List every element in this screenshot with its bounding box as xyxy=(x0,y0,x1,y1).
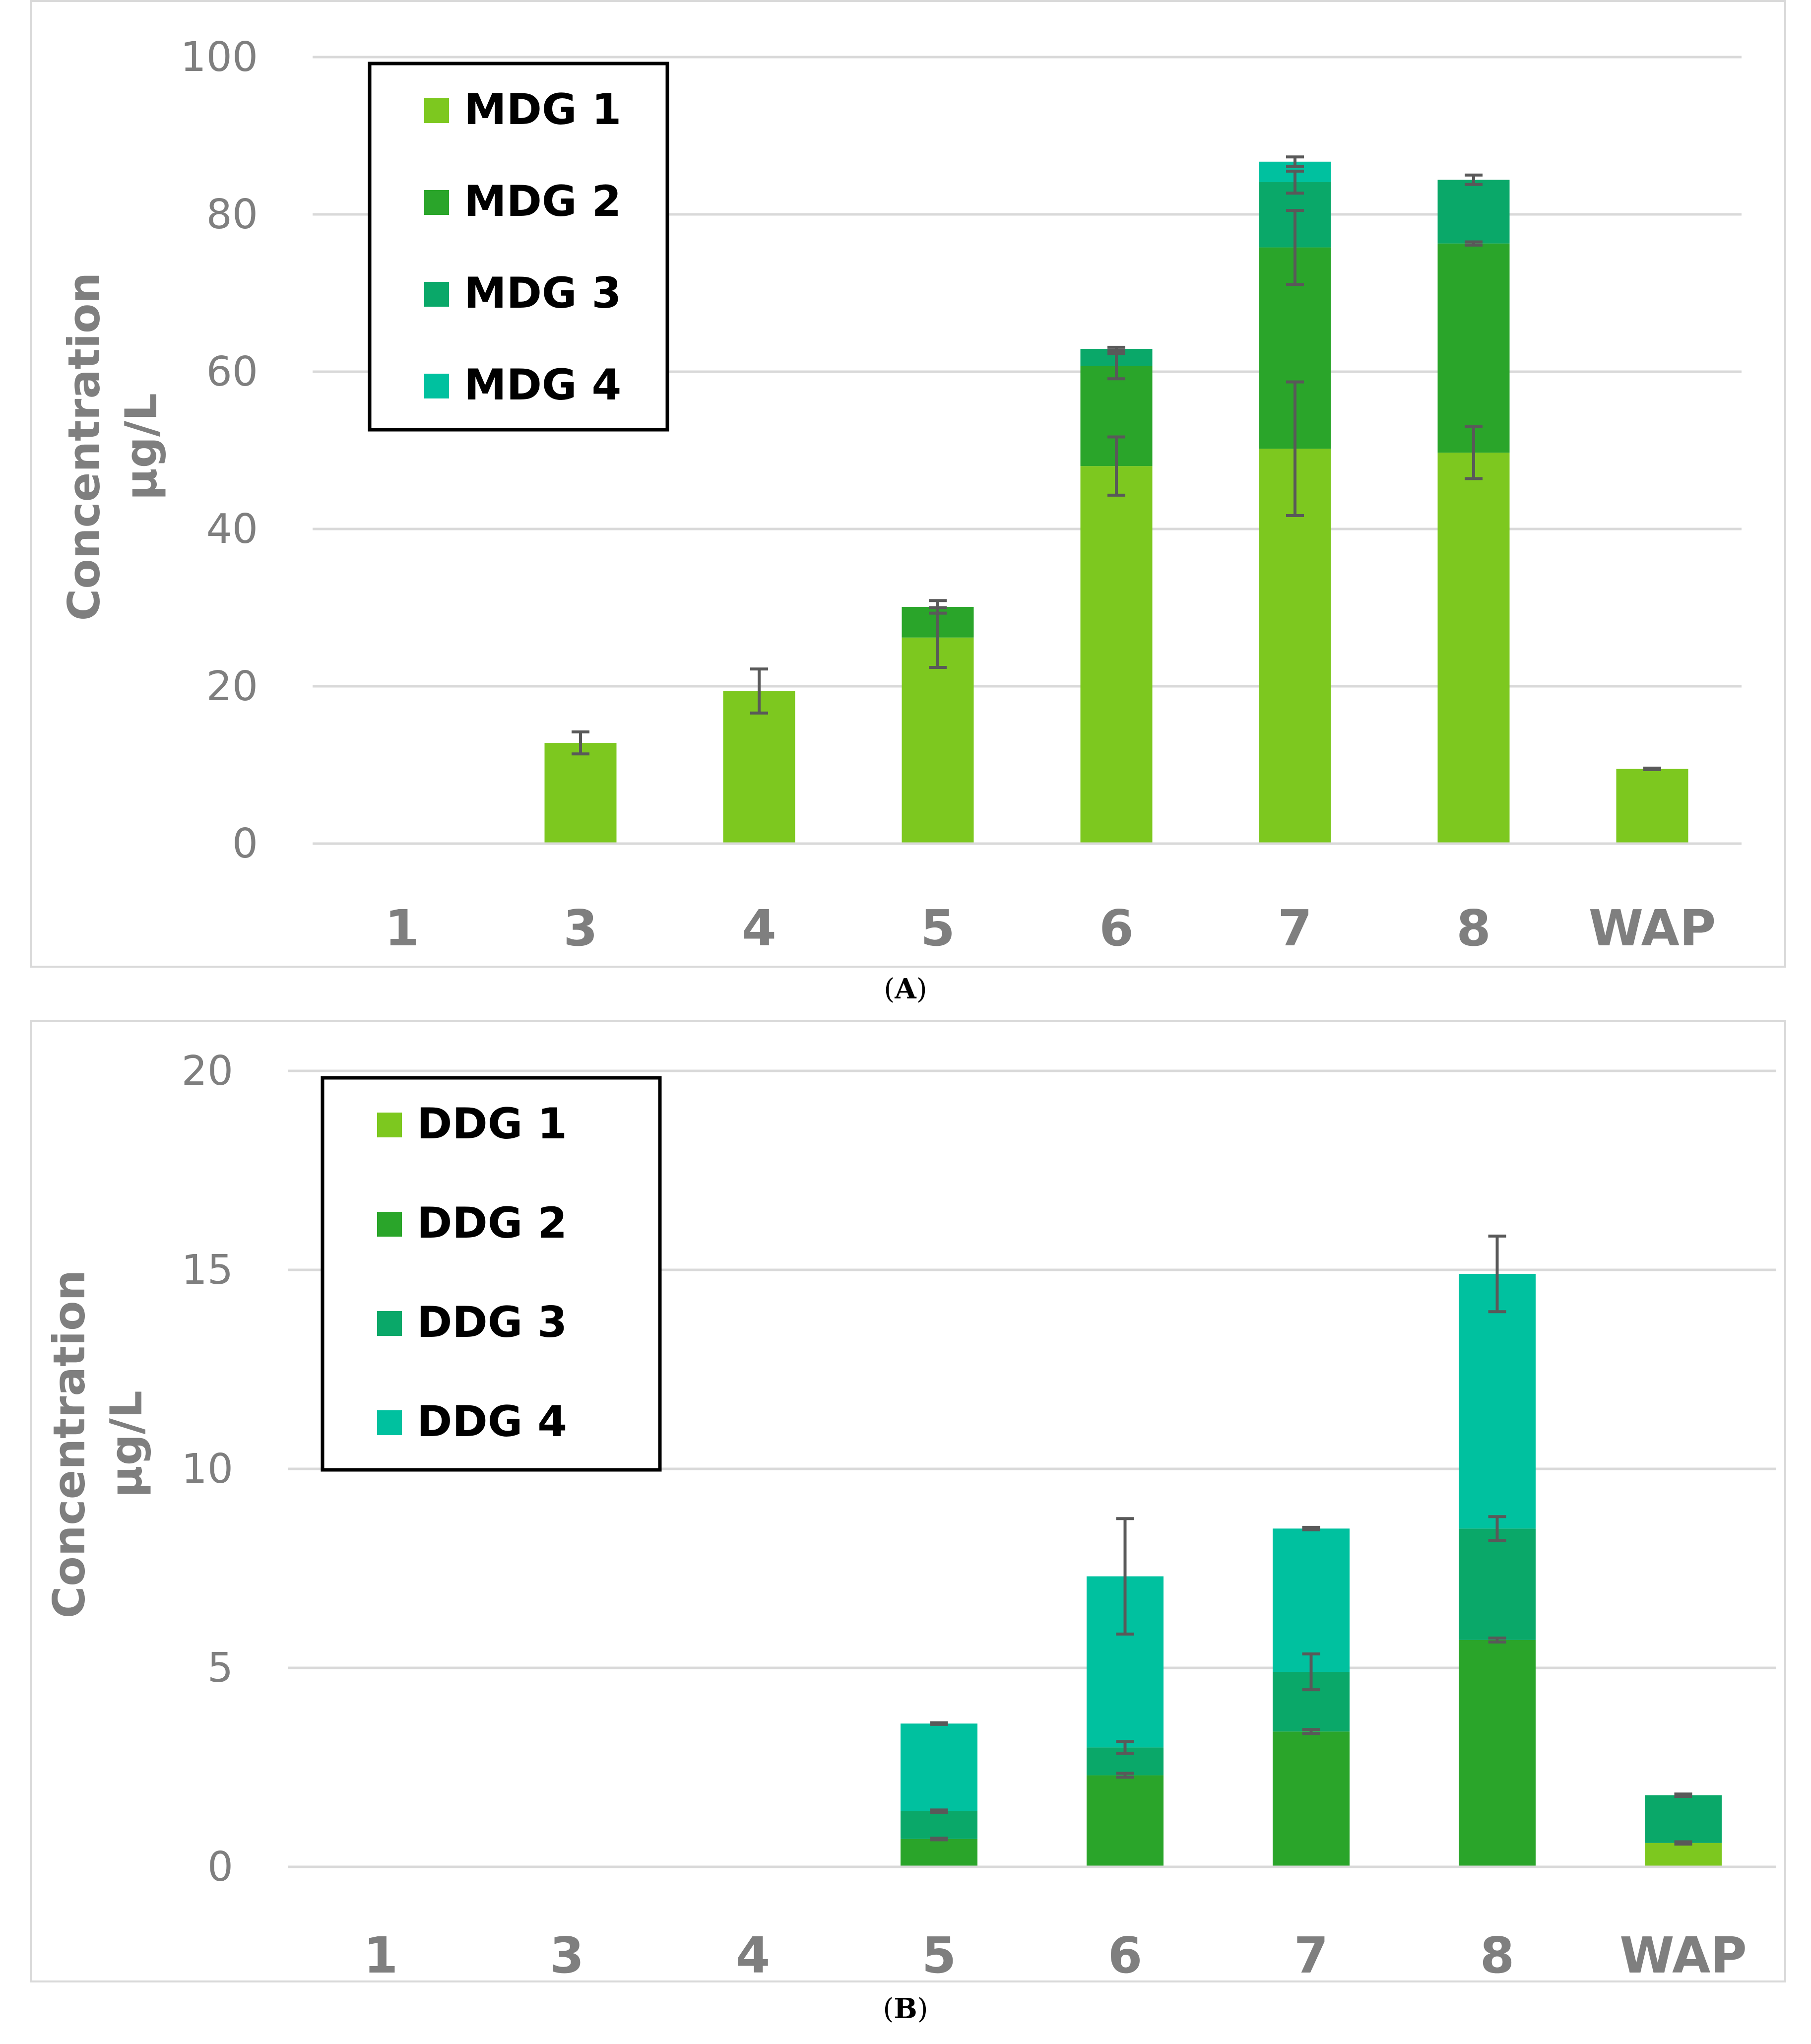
y-tick-label: 20 xyxy=(206,663,258,710)
legend-swatch xyxy=(424,190,449,215)
legend-label: DDG 1 xyxy=(417,1099,567,1149)
bar-segment xyxy=(1645,1795,1722,1843)
x-tick-label: WAP xyxy=(1589,899,1716,957)
x-tick-label: 1 xyxy=(385,899,419,957)
bar-segment xyxy=(1080,466,1153,844)
bar-segment xyxy=(902,637,974,844)
legend-label: MDG 3 xyxy=(464,268,621,318)
chart-a: 0 20 40 60 80 100 Concentration μg/L 1 3 4 5 6 7 8 WAP M… xyxy=(59,34,1742,957)
x-tick-label: 8 xyxy=(1456,899,1491,957)
x-tick-label: WAP xyxy=(1619,1926,1747,1984)
bar-segment xyxy=(901,1839,977,1867)
bar-segment xyxy=(901,1723,977,1811)
bar-segment xyxy=(723,691,795,844)
legend-label: MDG 4 xyxy=(464,360,621,410)
bar-segment xyxy=(1459,1640,1536,1867)
bar-segment xyxy=(1437,453,1510,844)
bar-segment xyxy=(1437,180,1510,244)
bar-segment xyxy=(1459,1274,1536,1529)
x-tick-label: 6 xyxy=(1108,1926,1143,1984)
bar-segment xyxy=(1616,769,1688,844)
x-tick-label: 6 xyxy=(1099,899,1134,957)
x-tick-label: 7 xyxy=(1278,899,1312,957)
y-axis-title-line: Concentration xyxy=(44,1270,95,1618)
legend-swatch xyxy=(377,1410,402,1435)
y-tick-label: 0 xyxy=(232,820,258,867)
legend-label: DDG 3 xyxy=(417,1298,567,1347)
y-tick-label: 15 xyxy=(182,1247,233,1294)
bar-segment xyxy=(901,1811,977,1839)
bar-segment xyxy=(544,743,617,844)
y-tick-label: 0 xyxy=(207,1844,233,1891)
bar-segment xyxy=(1645,1843,1722,1867)
x-tick-label: 8 xyxy=(1480,1926,1515,1984)
x-tick-label: 1 xyxy=(364,1926,398,1984)
y-tick-label: 20 xyxy=(182,1048,233,1095)
y-tick-label: 40 xyxy=(206,506,258,553)
y-axis-title-line: μg/L xyxy=(101,1390,152,1498)
y-axis-title: Concentration μg/L xyxy=(59,272,167,621)
x-tick-label: 3 xyxy=(563,899,598,957)
y-tick-label: 60 xyxy=(206,348,258,396)
bar-segment xyxy=(1087,1775,1164,1867)
legend-box xyxy=(368,62,669,432)
y-axis-title: Concentration μg/L xyxy=(44,1270,152,1618)
legend-swatch xyxy=(424,98,449,123)
legend-swatch xyxy=(424,282,449,307)
y-tick-label: 10 xyxy=(182,1446,233,1493)
legend-box xyxy=(321,1076,662,1472)
x-tick-label: 3 xyxy=(550,1926,584,1984)
x-tick-label: 5 xyxy=(920,899,955,957)
bar-segment xyxy=(1459,1528,1536,1640)
legend-label: DDG 4 xyxy=(417,1397,567,1447)
y-axis-title-line: Concentration xyxy=(59,272,110,621)
bar-segment xyxy=(1437,243,1510,453)
caption-a: (A) xyxy=(884,973,927,1005)
chart-b: 0 5 10 15 20 Concentration μg/L 1 3 4 5 6 7 8 WAP DDG 1… xyxy=(44,1048,1776,1984)
bar-segment xyxy=(1273,1731,1350,1867)
legend-swatch xyxy=(377,1113,402,1137)
legend-swatch xyxy=(424,374,449,398)
y-axis-title-line: μg/L xyxy=(116,393,167,500)
caption-b: (B) xyxy=(883,1992,928,2025)
legend-label: MDG 1 xyxy=(464,85,621,134)
legend-label: DDG 2 xyxy=(417,1198,567,1248)
legend-swatch xyxy=(377,1311,402,1336)
y-tick-label: 100 xyxy=(180,34,258,81)
y-tick-label: 5 xyxy=(207,1645,233,1692)
x-tick-label: 4 xyxy=(736,1926,771,1984)
y-tick-label: 80 xyxy=(206,191,258,238)
x-tick-label: 4 xyxy=(742,899,776,957)
x-tick-label: 5 xyxy=(922,1926,957,1984)
x-tick-label: 7 xyxy=(1294,1926,1329,1984)
legend-swatch xyxy=(377,1212,402,1237)
bar-segment xyxy=(1273,1528,1350,1672)
legend-label: MDG 2 xyxy=(464,177,621,226)
